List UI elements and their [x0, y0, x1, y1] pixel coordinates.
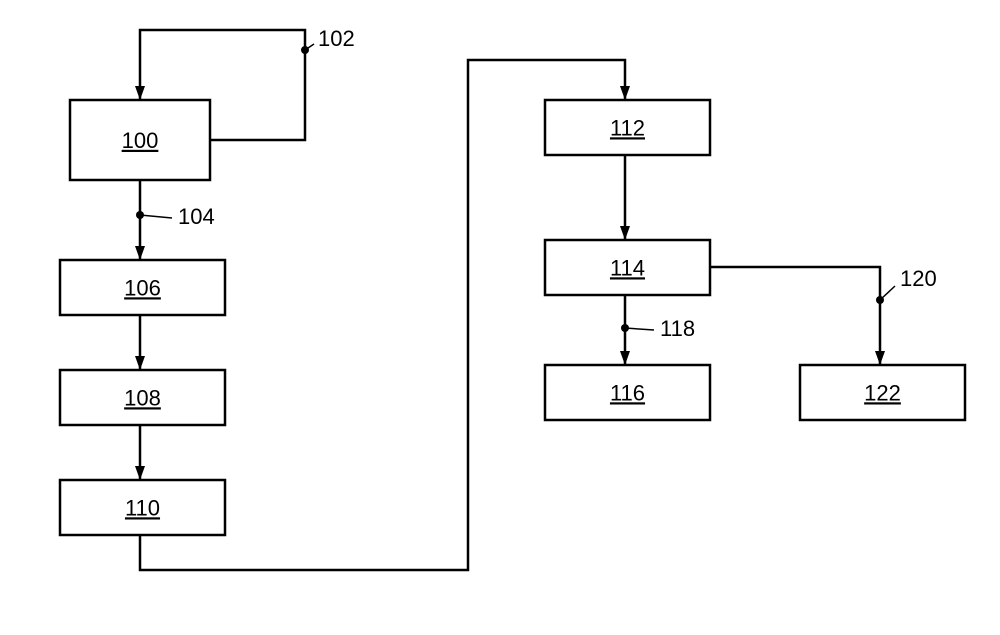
node-label-112: 112	[610, 115, 645, 140]
node-label-110: 110	[125, 495, 160, 520]
connector-dot	[301, 46, 309, 54]
node-label-108: 108	[124, 385, 161, 410]
node-label-122: 122	[864, 380, 901, 405]
edge-label-120: 120	[900, 266, 937, 291]
connector-dot	[136, 211, 144, 219]
node-label-106: 106	[124, 275, 161, 300]
connector-dot	[876, 296, 884, 304]
node-label-100: 100	[122, 128, 159, 153]
node-label-114: 114	[610, 255, 645, 280]
connector-dot	[621, 324, 629, 332]
edge-label-102: 102	[318, 26, 355, 51]
node-label-116: 116	[610, 380, 645, 405]
edge-label-118: 118	[660, 316, 695, 341]
edge-label-104: 104	[178, 204, 215, 229]
